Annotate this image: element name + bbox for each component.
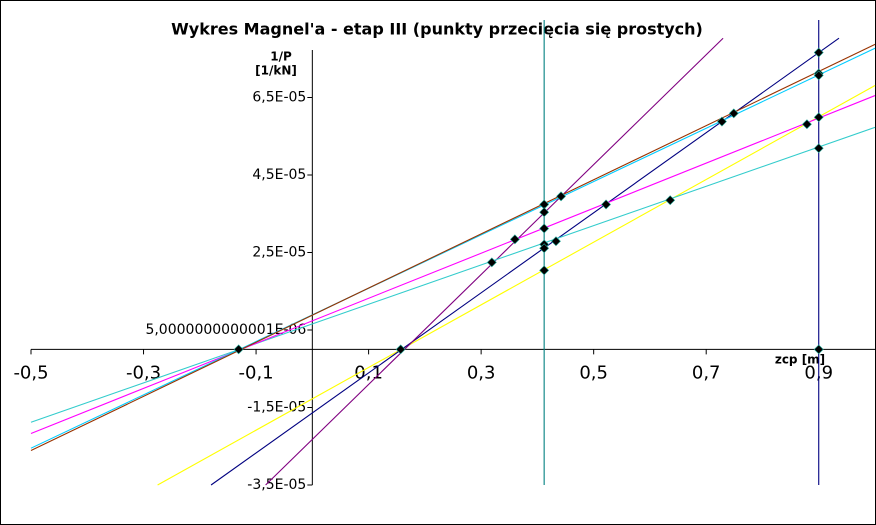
x-axis-label: zcp [m]	[775, 353, 825, 367]
y-axis-label: 1/P	[270, 50, 292, 64]
marker	[539, 265, 550, 276]
marker	[717, 116, 727, 127]
marker	[813, 344, 824, 355]
marker	[813, 47, 824, 58]
marker	[539, 243, 550, 254]
x-tick-label: -0,5	[13, 362, 48, 383]
marker	[395, 344, 406, 355]
marker	[509, 234, 520, 245]
marker	[801, 119, 812, 130]
y-tick-label: 4,5E-05	[252, 167, 306, 183]
y-axis-label: [1/kN]	[255, 64, 297, 78]
series-line	[30, 95, 876, 434]
marker	[486, 257, 497, 268]
marker	[233, 344, 244, 355]
marker	[813, 70, 824, 81]
marker	[556, 191, 566, 202]
x-tick-label: -0,1	[239, 362, 274, 383]
x-tick-label: 0,5	[579, 362, 608, 383]
y-tick-label: 6,5E-05	[252, 90, 306, 106]
series-line	[30, 126, 876, 423]
marker	[601, 199, 611, 210]
y-tick-label: 5,0000000000001E-06	[145, 322, 306, 338]
marker	[728, 108, 739, 119]
x-tick-label: 0,3	[467, 362, 496, 383]
y-tick-label: -3,5E-05	[247, 477, 306, 493]
marker	[813, 112, 824, 123]
marker	[813, 143, 824, 154]
y-tick-label: -1,5E-05	[247, 400, 306, 416]
marker	[551, 236, 561, 247]
marker	[539, 223, 550, 234]
marker	[539, 207, 550, 218]
series-line	[157, 85, 876, 486]
x-tick-label: 0,7	[692, 362, 721, 383]
chart-title: Wykres Magnel'a - etap III (punkty przec…	[171, 20, 703, 39]
marker	[665, 195, 676, 206]
y-tick-label: 2,5E-05	[252, 245, 306, 261]
x-tick-label: -0,3	[126, 362, 161, 383]
